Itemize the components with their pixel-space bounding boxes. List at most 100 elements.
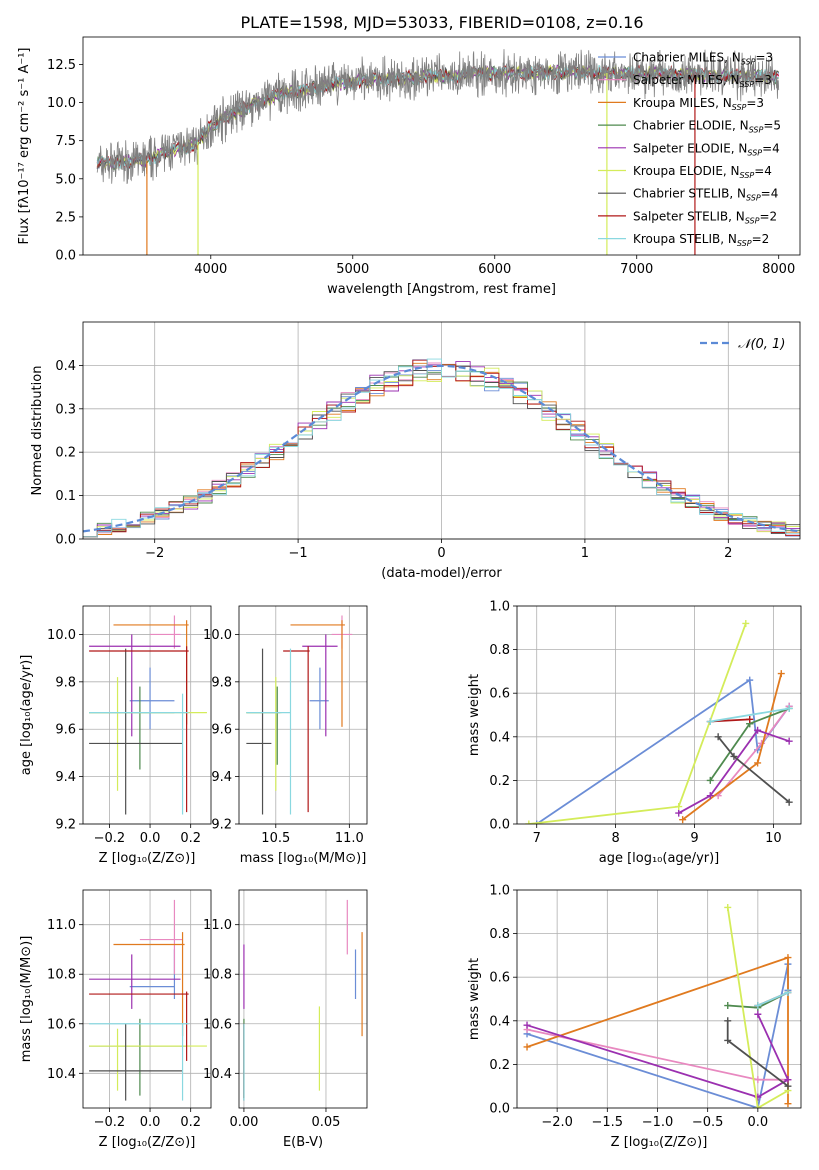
weight-marker (523, 1021, 531, 1029)
axes-frame (82, 36, 801, 256)
errorbar-point-7 (283, 646, 310, 813)
errorbar-point-6 (89, 648, 183, 815)
legend-nssp-prefix: , N (732, 119, 749, 133)
y-tick-label: 0.2 (489, 774, 510, 789)
x-axis-label: Z [log₁₀(Z/Z⊙)] (611, 1135, 708, 1150)
x-tick-label: 6000 (478, 262, 511, 277)
x-tick-label: 0.0 (140, 831, 161, 846)
x-tick-label: 1 (581, 546, 589, 561)
y-tick-label: 9.6 (211, 723, 232, 738)
x-tick-label: 4000 (194, 262, 227, 277)
plot-area (83, 358, 800, 538)
weight-marker (784, 954, 792, 962)
legend-nssp-prefix: , N (731, 141, 748, 155)
panels: 4000 5000 6000 7000 80000.02.55.07.510.012.5… (17, 36, 802, 1150)
legend-nssp-value: =3 (754, 73, 772, 87)
weight-marker (706, 792, 714, 800)
plot-area (243, 899, 363, 1101)
errorbar-point-4 (89, 954, 181, 1009)
panel-age-vs-mass: 10.5 11.0 9.2 9.4 9.6 9.8 10.0 mass [log₁₀(M/M⊙… (203, 605, 368, 866)
y-tick-label: 10.0 (47, 96, 76, 111)
axes-frame (516, 889, 802, 1109)
y-axis-label: mass weight (467, 674, 482, 756)
figure-title: PLATE=1598, MJD=53033, FIBERID=0108, z=0… (240, 13, 643, 32)
weight-marker (706, 776, 714, 784)
y-tick-label: 0.4 (489, 1014, 510, 1029)
x-tick-label: 0.00 (229, 1115, 258, 1130)
y-tick-label: 10.8 (47, 968, 76, 983)
x-axis-label: (data-model)/error (381, 566, 502, 581)
weight-marker (754, 1010, 762, 1018)
weight-line-5 (726, 907, 789, 1108)
legend-nssp-prefix: , N (715, 96, 732, 110)
normal-reference-curve (83, 364, 800, 533)
y-tick-label: 0.0 (489, 818, 510, 833)
weight-marker (730, 752, 738, 760)
legend-nssp-sub: SSP (741, 58, 756, 67)
y-tick-label: 1.0 (489, 884, 510, 899)
plot-area (89, 899, 207, 1101)
y-axis-label: age [log₁₀(age/yr)] (19, 655, 34, 776)
weight-marker (724, 1002, 732, 1010)
legend-series-name: Chabrier ELODIE (633, 119, 732, 133)
x-axis-label: Z [log₁₀(Z/Z⊙)] (99, 851, 196, 866)
x-tick-label: 0 (437, 546, 445, 561)
legend-series-name: Kroupa STELIB (633, 232, 720, 246)
legend-entry-7: Salpeter STELIB, NSSP=2 (633, 209, 777, 225)
legend-entry-2: Kroupa MILES, NSSP=3 (633, 96, 764, 112)
y-tick-label: 0.3 (55, 402, 76, 417)
x-tick-label: 7 (533, 831, 541, 846)
x-tick-label: 0.0 (748, 1115, 769, 1130)
weight-marker (754, 1076, 762, 1084)
legend-nssp-sub: SSP (732, 103, 747, 112)
x-tick-label: −2.0 (541, 1115, 573, 1130)
y-tick-label: 0.4 (489, 730, 510, 745)
x-axis-label: E(B-V) (283, 1135, 323, 1150)
x-tick-label: 0.2 (180, 1115, 201, 1130)
legend-nssp-sub: SSP (737, 239, 752, 248)
panel-age-vs-Z: −0.2 0.0 0.2 9.2 9.4 9.6 9.8 10.0 Z [log₁₀(Z/Z⊙)… (19, 605, 212, 866)
y-tick-label: 0.6 (489, 687, 510, 702)
legend-nssp-prefix: , N (728, 209, 745, 223)
weight-line-8 (757, 991, 789, 1007)
x-tick-label: 0.05 (311, 1115, 340, 1130)
errorbar-point-0 (129, 667, 175, 730)
y-axis-label: mass weight (467, 958, 482, 1040)
observed-spectrum (96, 49, 780, 185)
x-tick-label: −0.2 (94, 1115, 126, 1130)
legend-series-name: Salpeter ELODIE (633, 141, 731, 155)
weight-marker (746, 676, 754, 684)
histogram-8 (83, 358, 800, 538)
legend-nssp-sub: SSP (749, 126, 764, 135)
axes-frame (82, 605, 212, 825)
legend-nssp-value: =3 (746, 96, 764, 110)
y-axis-label: Normed distribution (30, 366, 45, 496)
y-tick-label: 10.6 (47, 1017, 76, 1032)
legend-series-name: Chabrier STELIB (633, 187, 729, 201)
y-tick-label: 0.6 (489, 971, 510, 986)
y-tick-label: 7.5 (55, 134, 76, 149)
legend-entry-3: Chabrier ELODIE, NSSP=5 (633, 119, 781, 135)
y-tick-label: 10.8 (203, 968, 232, 983)
x-tick-label: 8 (611, 831, 619, 846)
y-tick-label: 9.6 (55, 723, 76, 738)
x-tick-label: 7000 (620, 262, 653, 277)
y-tick-label: 5.0 (55, 172, 76, 187)
panel-weight-vs-age: 7 8 9 10 0.0 0.2 0.4 0.6 0.8 1.0 age [log₁₀(age/yr… (467, 600, 802, 866)
weight-marker (724, 1017, 732, 1025)
plot-area (96, 49, 780, 255)
weight-marker (679, 816, 687, 824)
errorbar-point-2 (290, 620, 345, 727)
y-tick-label: 9.8 (55, 675, 76, 690)
weight-line-8 (710, 707, 790, 723)
legend-nssp-prefix: , N (724, 51, 741, 65)
y-tick-label: 0.1 (55, 489, 76, 504)
y-tick-label: 11.0 (203, 918, 232, 933)
y-tick-label: 9.8 (211, 675, 232, 690)
x-axis-label: mass [log₁₀(M/M⊙)] (240, 851, 367, 866)
plot-area (525, 619, 793, 824)
weight-line-4 (678, 729, 790, 814)
weight-marker (785, 704, 793, 712)
